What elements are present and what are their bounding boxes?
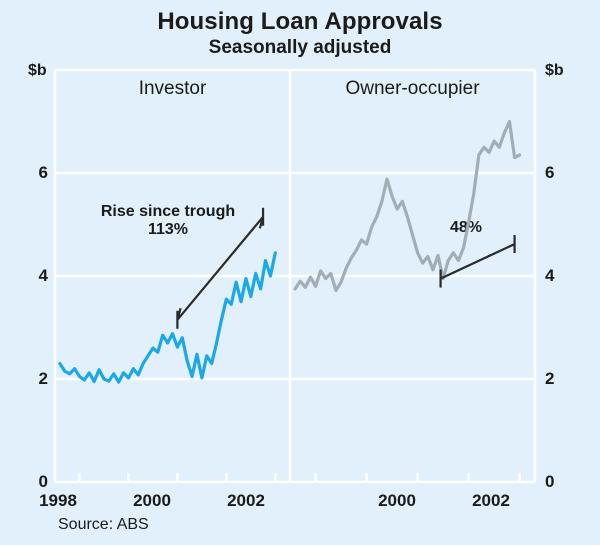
x-tick-2002-owner: 2002 bbox=[472, 491, 510, 510]
x-tick-2000-investor: 2000 bbox=[133, 491, 171, 510]
y-axis-unit-right: $b bbox=[545, 62, 564, 79]
series-line-owner-occupier bbox=[293, 119, 522, 293]
annotation-rise-value: 113% bbox=[147, 221, 189, 239]
y-tick-left-0: 0 bbox=[38, 472, 48, 491]
annotation-marks bbox=[176, 207, 516, 329]
y-tick-right-2: 2 bbox=[545, 369, 555, 388]
chart-subtitle: Seasonally adjusted bbox=[208, 37, 392, 58]
annotation-bracket-owner-occupier bbox=[439, 235, 516, 288]
y-tick-right-4: 4 bbox=[545, 266, 555, 285]
annotation-rise-line1: Rise since trough bbox=[100, 203, 236, 220]
chart-title: Housing Loan Approvals bbox=[157, 8, 443, 35]
x-tick-2000-owner: 2000 bbox=[378, 491, 416, 510]
gridlines bbox=[55, 171, 535, 381]
source-note: Source: ABS bbox=[58, 516, 149, 533]
y-tick-right-0: 0 bbox=[545, 472, 555, 491]
y-tick-left-2: 2 bbox=[38, 369, 48, 388]
y-tick-right-6: 6 bbox=[545, 163, 555, 182]
y-tick-left-4: 4 bbox=[38, 266, 48, 285]
annotation-rise-since-trough: Rise since trough 113% bbox=[78, 203, 258, 240]
annotation-bracket-investor bbox=[176, 207, 265, 329]
panel-title-investor: Investor bbox=[138, 78, 207, 99]
series-line-investor bbox=[58, 251, 277, 384]
y-axis-unit-left: $b bbox=[28, 62, 47, 79]
y-tick-left-6: 6 bbox=[38, 163, 48, 182]
data-series bbox=[58, 119, 522, 384]
x-tick-1998-investor: 1998 bbox=[39, 491, 77, 510]
plot-frame bbox=[53, 68, 537, 484]
panel-title-owner-occupier: Owner-occupier bbox=[345, 78, 480, 99]
x-tick-2002-investor: 2002 bbox=[227, 491, 265, 510]
